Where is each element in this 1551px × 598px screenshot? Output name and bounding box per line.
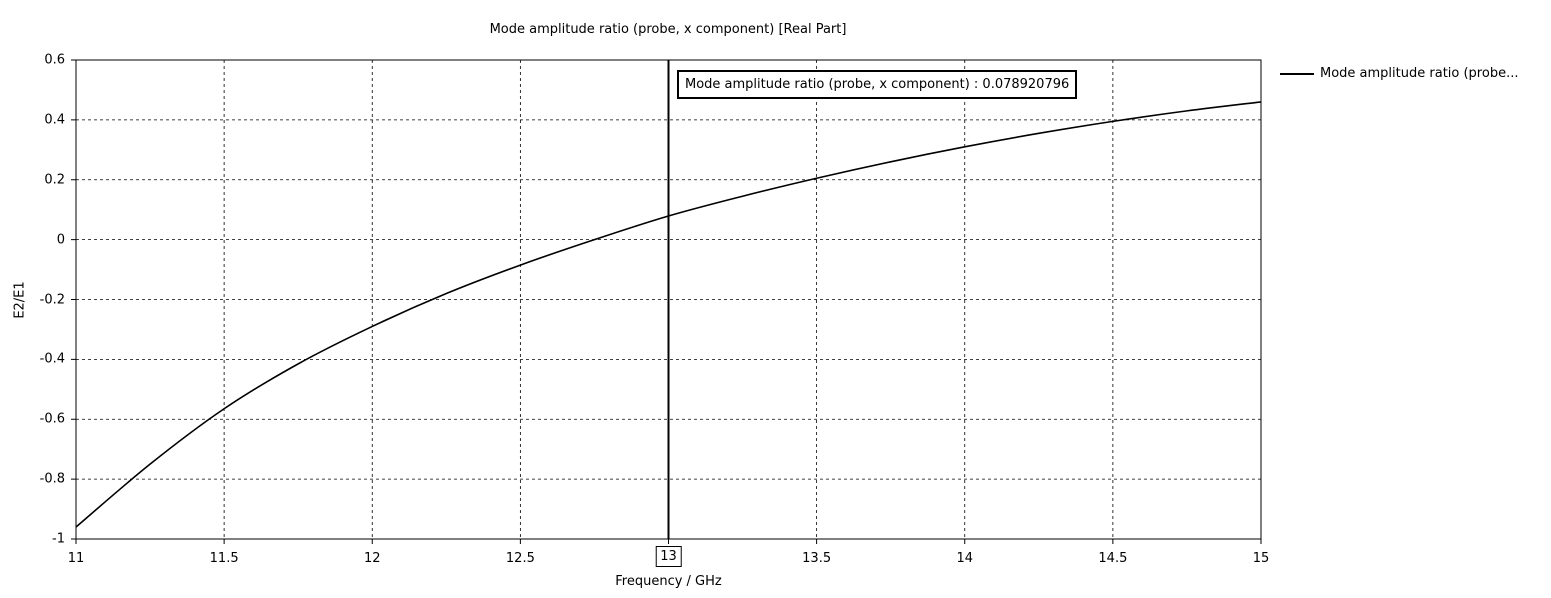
y-tick-label: -0.2 xyxy=(39,292,65,307)
legend-entry-label[interactable]: Mode amplitude ratio (probe... xyxy=(1320,66,1519,81)
x-tick-label: 11.5 xyxy=(209,551,239,566)
chart-title: Mode amplitude ratio (probe, x component… xyxy=(489,22,847,37)
x-tick-label: 14.5 xyxy=(1098,551,1128,566)
y-tick-label: 0.4 xyxy=(44,112,65,128)
y-tick-label: 0.6 xyxy=(44,52,65,68)
y-tick-label: 0.2 xyxy=(44,172,65,188)
y-tick-label: -0.4 xyxy=(39,351,65,367)
marker-x-label[interactable]: 13 xyxy=(655,546,682,567)
tick-marks xyxy=(71,59,1262,544)
x-tick-label: 15 xyxy=(1252,551,1270,566)
series-line xyxy=(75,101,1262,528)
y-tick-label: -0.6 xyxy=(39,411,65,427)
legend: Mode amplitude ratio (probe... xyxy=(1280,66,1518,81)
x-axis-label: Frequency / GHz xyxy=(615,574,722,589)
y-tick-label: -1 xyxy=(52,531,65,547)
y-tick-label: 0 xyxy=(56,232,65,248)
x-tick-label: 11 xyxy=(67,551,85,566)
legend-line-swatch xyxy=(1280,72,1314,75)
marker-annotation: Mode amplitude ratio (probe, x component… xyxy=(677,70,1078,99)
y-tick-label: -0.8 xyxy=(39,471,65,487)
x-tick-label: 12.5 xyxy=(505,551,535,566)
x-tick-label: 12 xyxy=(363,551,381,566)
x-tick-label: 13.5 xyxy=(802,551,832,566)
x-tick-label: 14 xyxy=(956,551,974,566)
